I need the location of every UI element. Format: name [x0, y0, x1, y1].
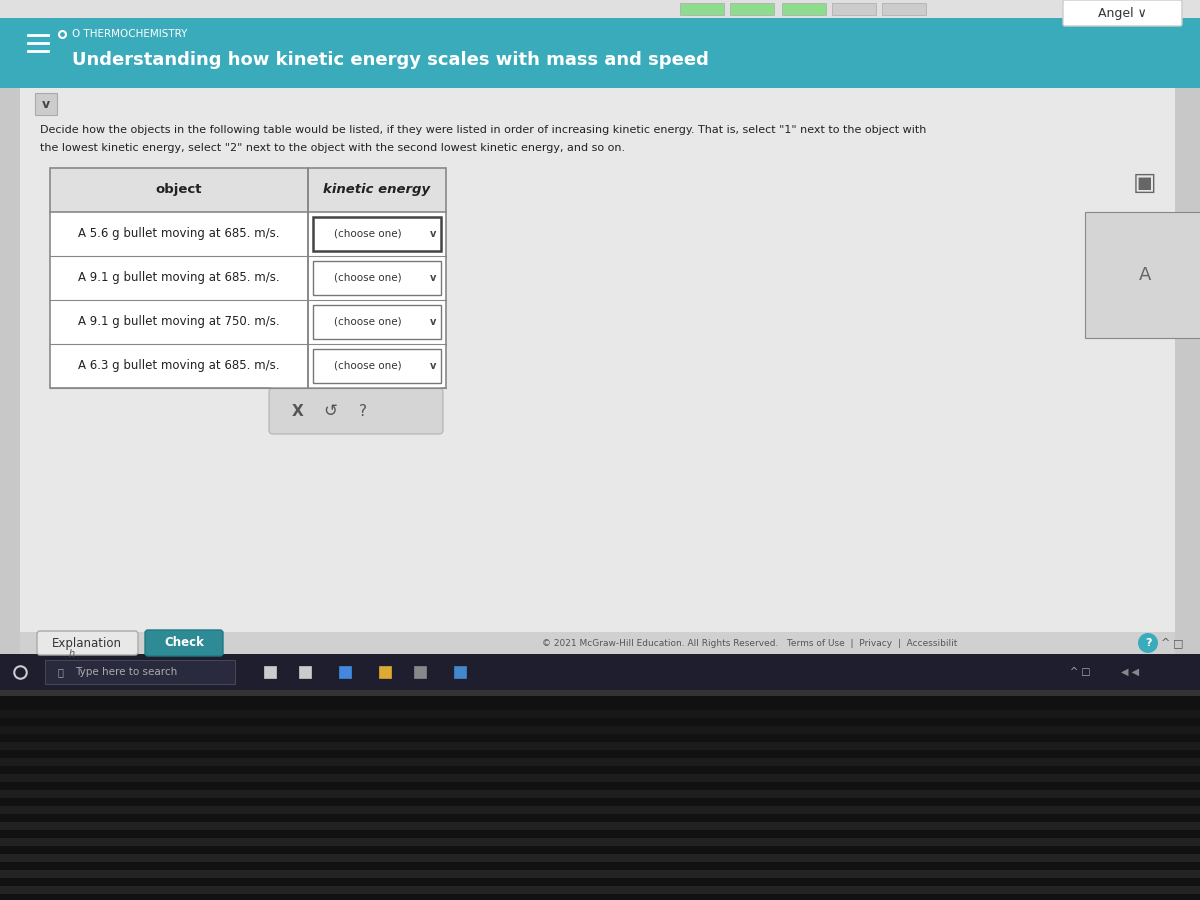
Bar	[0, 0, 1200, 660]
Text: kinetic energy: kinetic energy	[324, 184, 431, 196]
Text: Angel ∨: Angel ∨	[1098, 6, 1146, 20]
Text: (choose one): (choose one)	[335, 229, 402, 239]
Text: A 9.1 g bullet moving at 750. m/s.: A 9.1 g bullet moving at 750. m/s.	[78, 316, 280, 328]
Bar	[680, 3, 724, 15]
Text: ▣: ▣	[1133, 171, 1157, 195]
Bar	[882, 3, 926, 15]
Bar	[0, 710, 1200, 718]
Text: v: v	[430, 317, 436, 327]
Bar	[50, 168, 446, 388]
Text: (choose one): (choose one)	[335, 273, 402, 283]
Bar	[50, 212, 446, 256]
Bar	[0, 886, 1200, 894]
Text: ?: ?	[1145, 638, 1151, 648]
Bar	[0, 18, 1200, 88]
Bar	[46, 660, 235, 684]
Bar	[782, 3, 826, 15]
Bar	[313, 349, 442, 383]
Bar	[0, 790, 1200, 798]
Text: A 5.6 g bullet moving at 685. m/s.: A 5.6 g bullet moving at 685. m/s.	[78, 228, 280, 240]
Bar	[313, 217, 442, 251]
Text: ılı: ılı	[1135, 218, 1154, 238]
Bar	[832, 3, 876, 15]
Text: A: A	[1139, 266, 1151, 284]
Bar	[0, 690, 1200, 900]
Bar	[0, 854, 1200, 862]
FancyBboxPatch shape	[269, 388, 443, 434]
Bar	[0, 726, 1200, 734]
Text: ◀ ◀: ◀ ◀	[1121, 667, 1139, 677]
Text: Understanding how kinetic energy scales with mass and speed: Understanding how kinetic energy scales …	[72, 51, 709, 69]
Text: v: v	[42, 97, 50, 111]
Bar	[0, 838, 1200, 846]
Text: A 9.1 g bullet moving at 685. m/s.: A 9.1 g bullet moving at 685. m/s.	[78, 272, 280, 284]
Bar	[0, 688, 1200, 696]
Bar	[35, 93, 58, 115]
Text: 🔍: 🔍	[58, 667, 64, 677]
Text: Decide how the objects in the following table would be listed, if they were list: Decide how the objects in the following …	[40, 125, 926, 135]
Bar	[50, 256, 446, 300]
Text: □: □	[1172, 638, 1183, 648]
Text: Type here to search: Type here to search	[74, 667, 178, 677]
Text: v: v	[430, 229, 436, 239]
Text: ?: ?	[359, 403, 367, 418]
Bar	[0, 758, 1200, 766]
Text: h: h	[68, 649, 76, 659]
Bar	[0, 822, 1200, 830]
Bar	[0, 742, 1200, 750]
Text: (choose one): (choose one)	[335, 361, 402, 371]
Text: ↺: ↺	[323, 402, 337, 420]
Bar	[0, 774, 1200, 782]
Bar	[0, 806, 1200, 814]
Text: the lowest kinetic energy, select "2" next to the object with the second lowest : the lowest kinetic energy, select "2" ne…	[40, 143, 625, 153]
Bar	[313, 305, 442, 339]
FancyBboxPatch shape	[145, 630, 223, 656]
Bar	[730, 3, 774, 15]
Bar	[0, 0, 1200, 18]
Bar	[50, 168, 446, 212]
Text: O THERMOCHEMISTRY: O THERMOCHEMISTRY	[72, 29, 187, 39]
Text: v: v	[430, 361, 436, 371]
Text: Explanation: Explanation	[52, 636, 122, 650]
Text: Check: Check	[164, 636, 204, 650]
Text: object: object	[156, 184, 203, 196]
Bar	[20, 88, 1175, 645]
Text: ^ □: ^ □	[1069, 667, 1091, 677]
Bar	[0, 654, 1200, 690]
Text: ^: ^	[1160, 638, 1170, 648]
Bar	[20, 632, 1175, 654]
Bar	[0, 870, 1200, 878]
FancyBboxPatch shape	[1063, 0, 1182, 26]
Bar	[50, 300, 446, 344]
Bar	[50, 344, 446, 388]
FancyBboxPatch shape	[37, 631, 138, 655]
Text: A 6.3 g bullet moving at 685. m/s.: A 6.3 g bullet moving at 685. m/s.	[78, 359, 280, 373]
Text: (choose one): (choose one)	[335, 317, 402, 327]
Circle shape	[1138, 633, 1158, 653]
Bar	[313, 261, 442, 295]
Text: v: v	[430, 273, 436, 283]
Text: © 2021 McGraw-Hill Education. All Rights Reserved.   Terms of Use  |  Privacy  |: © 2021 McGraw-Hill Education. All Rights…	[542, 638, 958, 647]
Text: X: X	[292, 403, 304, 418]
